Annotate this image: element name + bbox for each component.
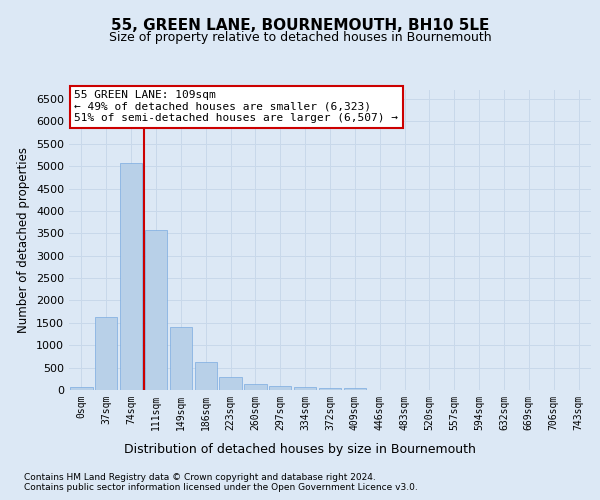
Bar [170, 328, 192, 390]
Text: 55 GREEN LANE: 109sqm
← 49% of detached houses are smaller (6,323)
51% of semi-d: 55 GREEN LANE: 109sqm ← 49% of detached … [74, 90, 398, 123]
Bar [95, 317, 118, 390]
Bar [344, 388, 366, 390]
Bar [194, 362, 217, 390]
Text: Contains HM Land Registry data © Crown copyright and database right 2024.: Contains HM Land Registry data © Crown c… [24, 472, 376, 482]
Text: Size of property relative to detached houses in Bournemouth: Size of property relative to detached ho… [109, 31, 491, 44]
Bar [244, 384, 266, 390]
Bar [145, 230, 167, 390]
Y-axis label: Number of detached properties: Number of detached properties [17, 147, 31, 333]
Bar [294, 387, 316, 390]
Bar [269, 386, 292, 390]
Bar [70, 386, 92, 390]
Bar [220, 377, 242, 390]
Text: Contains public sector information licensed under the Open Government Licence v3: Contains public sector information licen… [24, 482, 418, 492]
Text: Distribution of detached houses by size in Bournemouth: Distribution of detached houses by size … [124, 442, 476, 456]
Bar [319, 388, 341, 390]
Bar [120, 163, 142, 390]
Text: 55, GREEN LANE, BOURNEMOUTH, BH10 5LE: 55, GREEN LANE, BOURNEMOUTH, BH10 5LE [111, 18, 489, 32]
